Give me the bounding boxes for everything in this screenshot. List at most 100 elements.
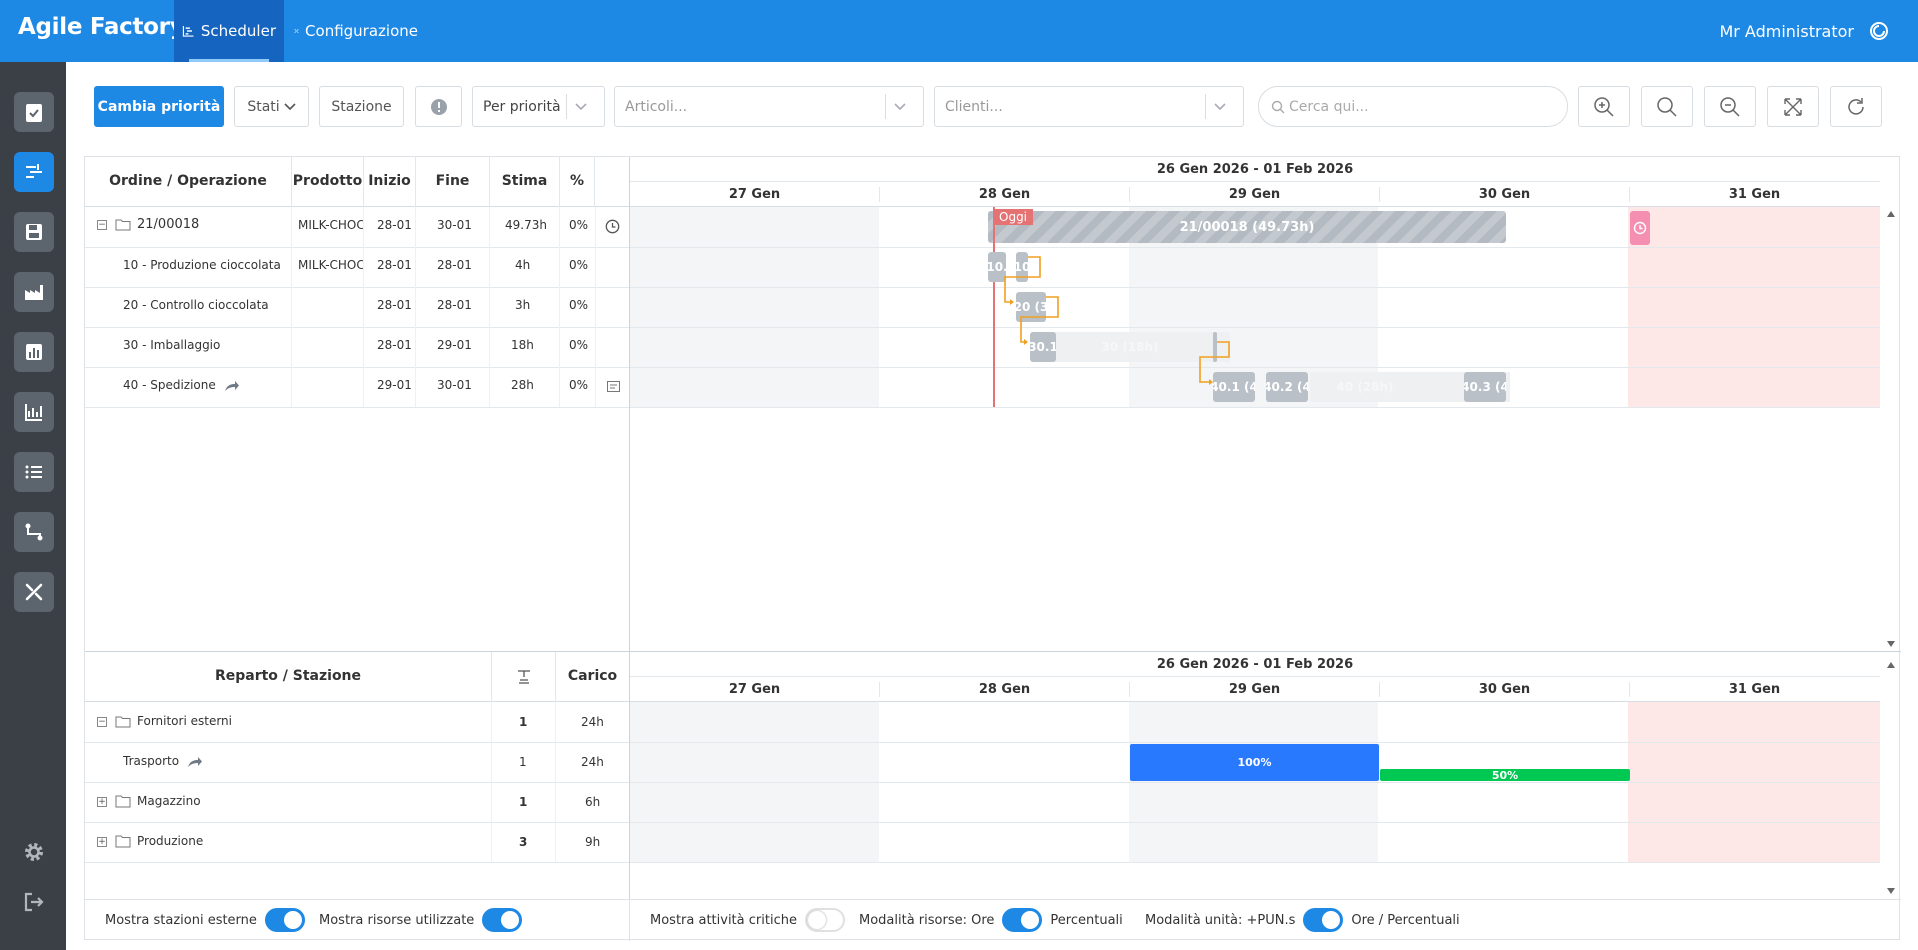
operation-inizio: 28-01 <box>377 338 412 352</box>
order-fine: 30-01 <box>437 218 472 232</box>
sidebar-save-button[interactable] <box>14 212 54 252</box>
toggle-switch[interactable] <box>482 908 523 932</box>
toggle-switch[interactable] <box>1002 908 1043 932</box>
toggle-risorse-utilizzate[interactable]: Mostra risorse utilizzate <box>319 900 523 940</box>
sidebar-config-button[interactable] <box>14 572 54 612</box>
station-row-name[interactable]: Trasporto <box>123 754 203 768</box>
load-chart: 26 Gen 2026 - 01 Feb 2026 27 Gen 28 Gen … <box>630 652 1880 894</box>
articoli-placeholder: Articoli... <box>625 98 688 115</box>
operation-row-name[interactable]: 10 - Produzione cioccolata <box>123 258 281 272</box>
department-row-name[interactable]: + Produzione <box>97 834 204 848</box>
header-carico[interactable]: Carico <box>555 652 629 702</box>
stations-grid-header: Reparto / Stazione Carico <box>85 652 629 702</box>
day-header: 28 Gen <box>879 187 1129 202</box>
main-content: Cambia priorità Stati Stazione Per prior… <box>66 62 1918 950</box>
toggle-modalita-risorse[interactable]: Modalità risorse: Ore Percentuali <box>859 900 1123 940</box>
zoom-out-button[interactable] <box>1704 86 1756 127</box>
nav-tab-scheduler[interactable]: Scheduler <box>174 0 284 62</box>
toggle-modalita-unita[interactable]: Modalità unità: +PUN.s Ore / Percentuali <box>1145 900 1460 940</box>
operation-gantt-bar[interactable] <box>1213 332 1217 362</box>
share-arrow-icon <box>224 380 239 391</box>
station-carico: 24h <box>581 755 604 769</box>
order-row-name[interactable]: −21/00018 <box>97 217 200 232</box>
search-icon <box>1271 100 1285 113</box>
fit-screen-button[interactable] <box>1767 86 1819 127</box>
day-header: 27 Gen <box>728 682 781 697</box>
operation-pct: 0% <box>569 338 589 352</box>
expand-icon[interactable]: + <box>97 836 107 847</box>
header-fine[interactable]: Fine <box>415 157 489 207</box>
sidebar-list-button[interactable] <box>14 452 54 492</box>
user-menu[interactable]: Mr Administrator <box>1719 0 1890 62</box>
stazione-button[interactable]: Stazione <box>319 86 404 127</box>
sidebar-logout-button[interactable] <box>14 882 54 922</box>
note-icon[interactable] <box>607 381 620 392</box>
clock-icon[interactable] <box>605 219 620 234</box>
alert-button[interactable] <box>415 86 462 127</box>
day-header: 29 Gen <box>1129 682 1379 697</box>
search-input[interactable]: Cerca qui... <box>1258 86 1568 127</box>
sort-select[interactable]: Per priorità <box>472 86 605 127</box>
load-bar-half[interactable]: 50% <box>1380 769 1630 781</box>
toggle-stazioni-esterne[interactable]: Mostra stazioni esterne <box>105 900 305 940</box>
bottom-scrollbar[interactable] <box>1883 662 1899 894</box>
due-date-marker[interactable] <box>1630 211 1650 245</box>
operation-gantt-bar[interactable]: 10 <box>1016 252 1028 282</box>
collapse-icon[interactable]: − <box>97 219 107 230</box>
sidebar-routing-button[interactable] <box>14 512 54 552</box>
articoli-select[interactable]: Articoli... <box>614 86 924 127</box>
nav-tab-configurazione[interactable]: Configurazione <box>286 0 426 62</box>
header-inizio[interactable]: Inizio <box>363 157 415 207</box>
cambia-priorita-button[interactable]: Cambia priorità <box>94 86 224 127</box>
expand-icon[interactable]: + <box>97 796 107 807</box>
toggle-attivita-critiche[interactable]: Mostra attività critiche <box>650 900 845 940</box>
logout-icon <box>24 892 44 912</box>
operation-gantt-bar[interactable]: 40.3 (4 <box>1464 372 1506 402</box>
operation-row-name[interactable]: 30 - Imballaggio <box>123 338 221 352</box>
top-scrollbar[interactable] <box>1883 207 1899 651</box>
refresh-button[interactable] <box>1830 86 1882 127</box>
stati-dropdown[interactable]: Stati <box>234 86 309 127</box>
order-stima: 49.73h <box>505 218 547 232</box>
operation-gantt-bar[interactable]: 30.1 <box>1030 332 1056 362</box>
folder-icon <box>115 795 131 808</box>
brand-logo[interactable]: Agile Factory <box>18 14 185 40</box>
operation-gantt-bar[interactable]: 40.1 (4 <box>1213 372 1255 402</box>
clienti-select[interactable]: Clienti... <box>934 86 1244 127</box>
operation-fine: 28-01 <box>437 298 472 312</box>
load-bar-full[interactable]: 100% <box>1130 744 1379 781</box>
department-row-name[interactable]: − Fornitori esterni <box>97 714 232 728</box>
header-count[interactable] <box>491 652 555 702</box>
operation-gantt-bar[interactable]: 10. <box>988 252 1006 282</box>
sidebar-settings-button[interactable] <box>14 832 54 872</box>
sidebar-factory-button[interactable] <box>14 272 54 312</box>
header-stima[interactable]: Stima <box>489 157 559 207</box>
header-reparto[interactable]: Reparto / Stazione <box>214 668 362 684</box>
clipboard-check-icon <box>26 104 42 122</box>
sidebar-bar-chart-button[interactable] <box>14 332 54 372</box>
header-prodotto[interactable]: Prodotto <box>291 157 363 207</box>
zoom-reset-button[interactable] <box>1641 86 1693 127</box>
header-pct[interactable]: % <box>559 157 595 207</box>
department-carico: 24h <box>581 715 604 729</box>
operation-stima: 3h <box>515 298 531 312</box>
zoom-in-button[interactable] <box>1578 86 1630 127</box>
sidebar-scheduler-button[interactable] <box>14 152 54 192</box>
scheduler-icon <box>26 164 42 178</box>
toggle-switch[interactable] <box>804 908 845 932</box>
operation-gantt-bar[interactable]: 40.2 (4 <box>1266 372 1308 402</box>
operation-row-name[interactable]: 20 - Controllo cioccolata <box>123 298 269 312</box>
toggle-switch[interactable] <box>264 908 305 932</box>
top-bar: Agile Factory Scheduler Configurazione M… <box>0 0 1918 62</box>
collapse-icon[interactable]: − <box>97 716 107 727</box>
sidebar <box>0 62 66 950</box>
sidebar-stats-button[interactable] <box>14 392 54 432</box>
department-row-name[interactable]: + Magazzino <box>97 794 201 808</box>
department-carico: 6h <box>585 795 601 809</box>
operation-row-name[interactable]: 40 - Spedizione <box>123 378 240 392</box>
sidebar-orders-button[interactable] <box>14 92 54 132</box>
order-gantt-bar[interactable]: 21/00018 (49.73h) <box>988 211 1506 243</box>
header-ordine[interactable]: Ordine / Operazione <box>109 173 267 189</box>
toggle-switch[interactable] <box>1303 908 1344 932</box>
operation-inizio: 29-01 <box>377 378 412 392</box>
